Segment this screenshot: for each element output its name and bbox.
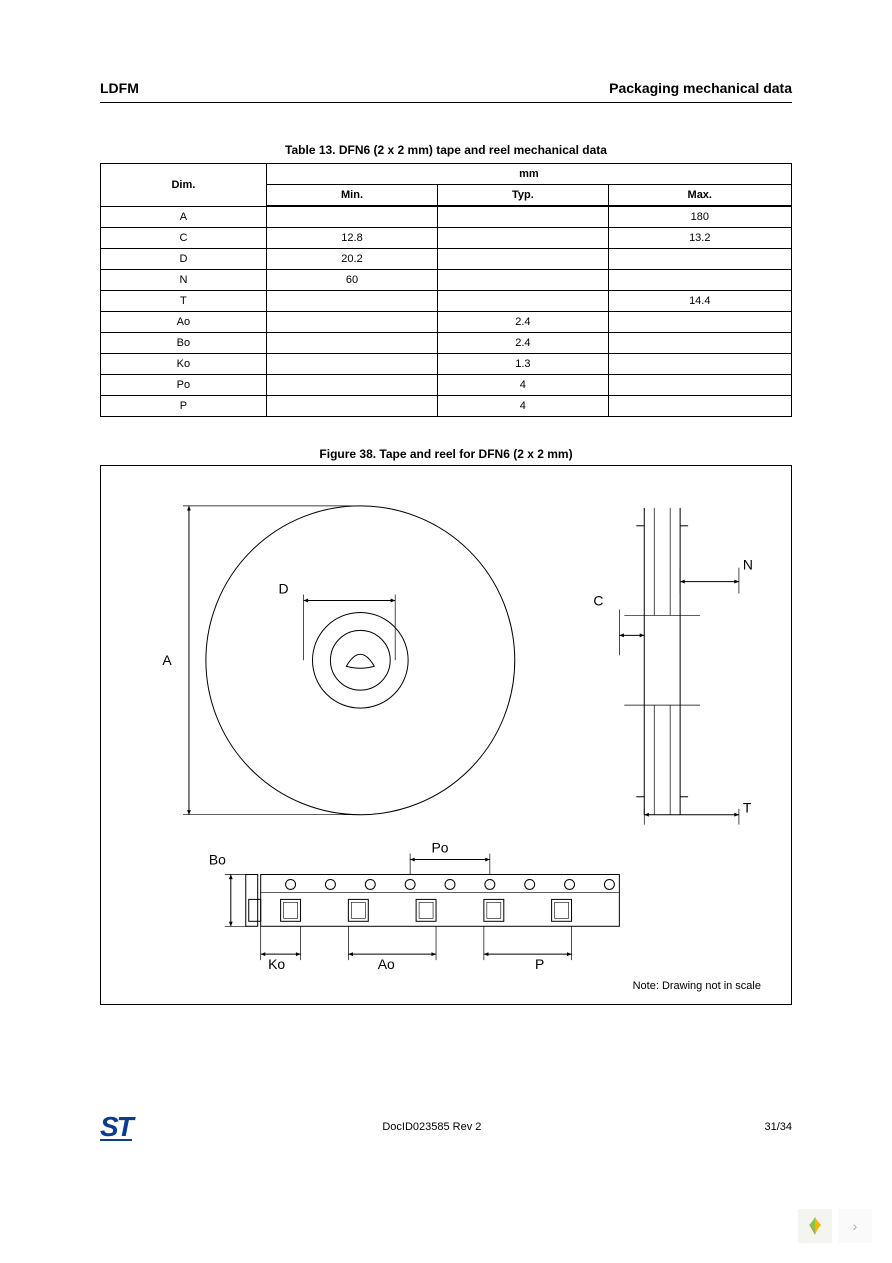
table-row: N60 [101,270,792,291]
cell-dim: Bo [101,333,267,354]
header-right: Packaging mechanical data [609,80,792,96]
table-row: A 180 [101,206,792,228]
cell-typ [438,249,608,270]
svg-text:D: D [279,581,289,597]
table-row: C12.8 13.2 [101,228,792,249]
unit-header: mm [266,164,791,185]
svg-text:Ko: Ko [268,956,285,972]
cell-dim: Ao [101,312,267,333]
cell-typ [438,228,608,249]
cell-typ: 1.3 [438,354,608,375]
table-row: T 14.4 [101,291,792,312]
cell-dim: P [101,396,267,417]
cell-max: 14.4 [608,291,791,312]
svg-text:N: N [743,557,753,573]
dim-header: Dim. [101,164,267,207]
figure-caption: Figure 38. Tape and reel for DFN6 (2 x 2… [100,447,792,461]
svg-text:Bo: Bo [209,852,226,868]
page-header: LDFM Packaging mechanical data [100,80,792,103]
table-row: Ko 1.3 [101,354,792,375]
col-min: Min. [266,185,437,207]
footer-docid: DocID023585 Rev 2 [132,1121,732,1133]
cell-typ: 4 [438,396,608,417]
svg-text:A: A [162,652,172,668]
footer-pagenum: 31/34 [732,1121,792,1133]
svg-text:P: P [535,956,544,972]
cell-max: 13.2 [608,228,791,249]
cell-max: 180 [608,206,791,228]
page-footer: ST DocID023585 Rev 2 31/34 [100,1111,792,1143]
cell-typ [438,291,608,312]
cell-dim: T [101,291,267,312]
cell-min [266,291,437,312]
cell-dim: N [101,270,267,291]
cell-max [608,333,791,354]
cell-max [608,375,791,396]
cell-typ [438,206,608,228]
col-typ: Typ. [438,185,608,207]
cell-max [608,249,791,270]
cell-min [266,375,437,396]
cell-dim: A [101,206,267,228]
viewer-logo-icon[interactable] [798,1209,832,1243]
col-max: Max. [608,185,791,207]
cell-min [266,333,437,354]
cell-max [608,312,791,333]
viewer-nav: › [798,1209,872,1243]
tape-reel-diagram: A D C N T Bo Ko Ao Po P [101,466,791,1004]
cell-max [608,270,791,291]
cell-dim: Po [101,375,267,396]
cell-min [266,396,437,417]
table-row: D20.2 [101,249,792,270]
st-logo: ST [100,1111,132,1143]
cell-dim: C [101,228,267,249]
mechanical-data-table: Dim. mm Min. Typ. Max. A180C12.813.2D20.… [100,163,792,417]
svg-text:Ao: Ao [378,956,395,972]
cell-min: 12.8 [266,228,437,249]
cell-min: 20.2 [266,249,437,270]
cell-min: 60 [266,270,437,291]
cell-min [266,206,437,228]
cell-dim: D [101,249,267,270]
cell-min [266,354,437,375]
figure-note: Note: Drawing not in scale [633,980,761,992]
cell-dim: Ko [101,354,267,375]
cell-typ: 2.4 [438,333,608,354]
table-row: Ao 2.4 [101,312,792,333]
cell-max [608,354,791,375]
figure-box: A D C N T Bo Ko Ao Po P Note: Drawing not in scal… [100,465,792,1005]
svg-text:Po: Po [431,840,448,856]
table-caption: Table 13. DFN6 (2 x 2 mm) tape and reel … [100,143,792,157]
next-page-button[interactable]: › [838,1209,872,1243]
table-row: Po 4 [101,375,792,396]
cell-max [608,396,791,417]
cell-typ: 4 [438,375,608,396]
table-row: Bo 2.4 [101,333,792,354]
svg-text:T: T [743,800,752,816]
table-row: P4 [101,396,792,417]
cell-typ: 2.4 [438,312,608,333]
svg-text:C: C [593,592,603,608]
cell-typ [438,270,608,291]
header-left: LDFM [100,80,139,96]
cell-min [266,312,437,333]
